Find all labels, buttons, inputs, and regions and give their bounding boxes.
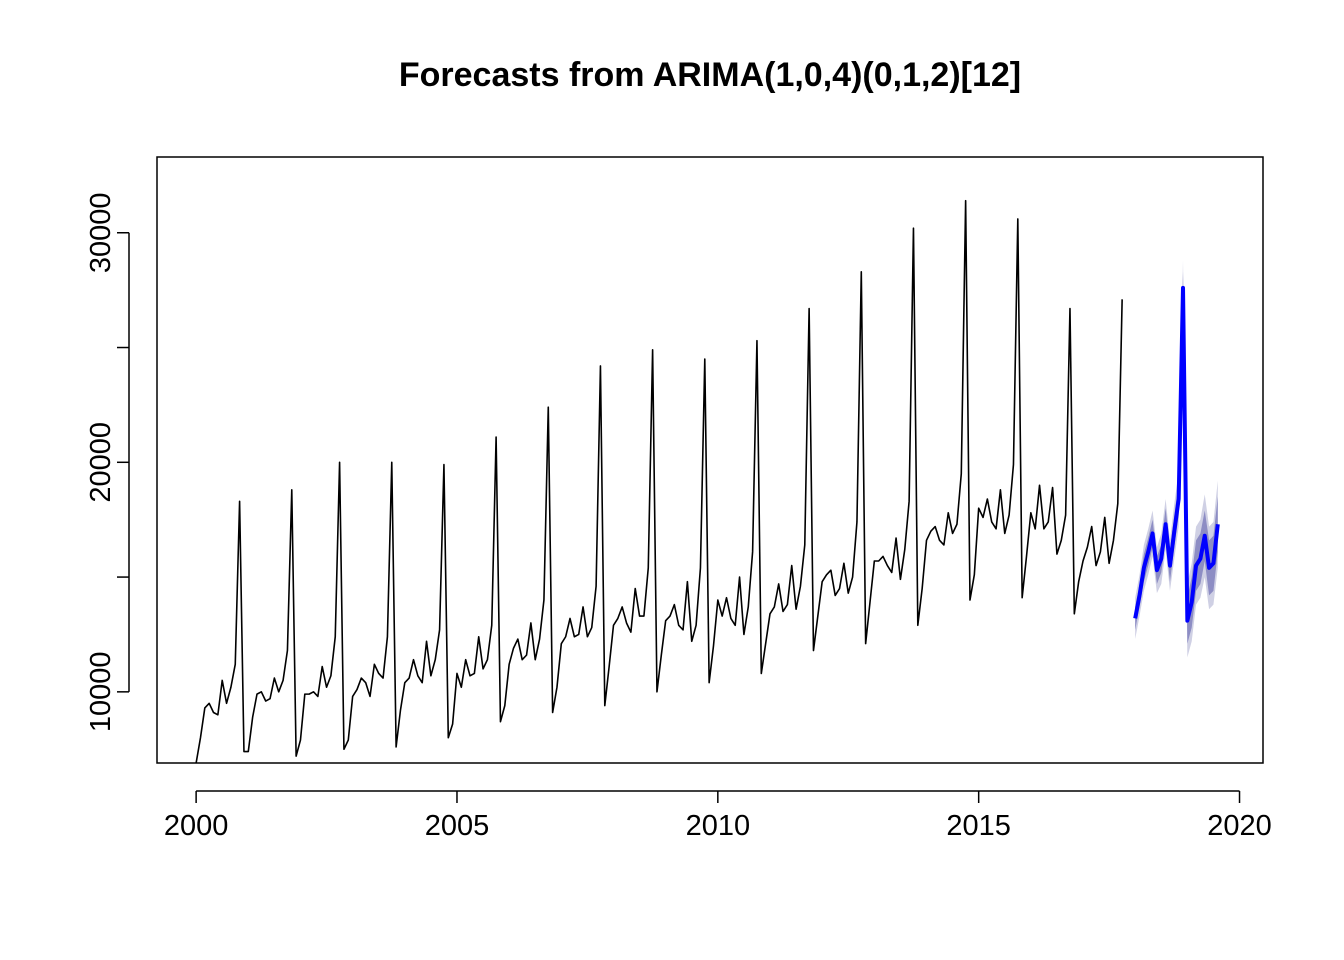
plot-frame (156, 156, 1264, 764)
y-tick-label: 20000 (85, 422, 117, 503)
forecast-80-band (1135, 271, 1218, 644)
y-tick-label: 10000 (85, 652, 117, 733)
forecast-95-band-layer (1135, 260, 1218, 658)
forecast-line (1133, 285, 1220, 623)
forecast-80-band-layer (1135, 271, 1218, 644)
x-tick-label: 2020 (1207, 810, 1272, 842)
x-tick-label: 2000 (164, 810, 229, 842)
x-tick-label: 2005 (425, 810, 490, 842)
history-line (195, 199, 1123, 764)
chart-title: Forecasts from ARIMA(1,0,4)(0,1,2)[12] (398, 56, 1022, 94)
y-tick-label: 30000 (85, 192, 117, 273)
forecast-95-band (1135, 260, 1218, 658)
axes-layer: 2000 2005 2010 2015 2020 10000 20000 30000 (85, 156, 1272, 842)
x-tick-label: 2010 (686, 810, 751, 842)
series-layer (195, 199, 1220, 764)
x-tick-label: 2015 (946, 810, 1011, 842)
